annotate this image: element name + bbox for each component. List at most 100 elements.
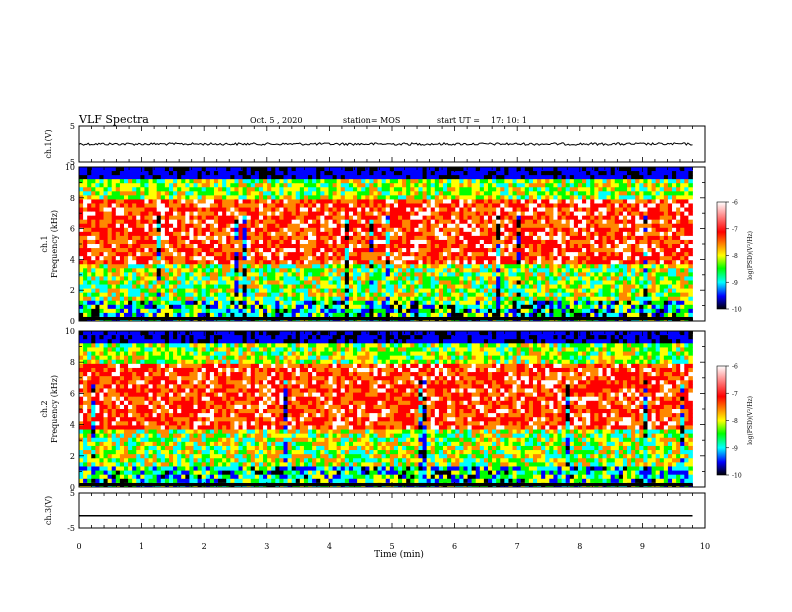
spectrogram-cell	[447, 203, 452, 208]
spectrogram-cell	[361, 183, 366, 188]
spectrogram-cell	[483, 292, 489, 298]
spectrogram-cell	[316, 308, 321, 314]
spectrogram-cell	[381, 211, 387, 217]
spectrogram-cell	[181, 308, 186, 314]
spectrogram-cell	[177, 272, 182, 277]
spectrogram-cell	[504, 231, 509, 237]
spectrogram-cell	[115, 312, 121, 318]
spectrogram-cell	[393, 248, 399, 253]
spectrogram-cell	[516, 296, 522, 302]
spectrogram-cell	[160, 199, 166, 204]
spectrogram-cell	[398, 284, 403, 289]
spectrogram-cell	[242, 167, 248, 172]
spectrogram-cell	[361, 312, 366, 318]
spectrogram-cell	[201, 215, 207, 221]
spectrogram-cell	[443, 280, 448, 285]
spectrogram-cell	[222, 191, 227, 196]
spectrogram-cell	[381, 280, 387, 285]
spectrogram-cell	[582, 195, 587, 200]
spectrogram-cell	[467, 195, 473, 200]
spectrogram-cell	[205, 304, 211, 310]
spectrogram-cell	[475, 272, 481, 277]
spectrogram-cell	[447, 284, 452, 289]
spectrogram-cell	[471, 227, 477, 233]
spectrogram-cell	[201, 260, 207, 265]
spectrogram-cell	[324, 179, 329, 184]
spectrogram-cell	[582, 304, 587, 310]
spectrogram-cell	[459, 195, 464, 200]
start-label: start UT =	[437, 116, 480, 125]
spectrogram-cell	[577, 235, 583, 241]
spectrogram-cell	[377, 296, 383, 302]
spectrogram-cell	[258, 292, 264, 298]
spectrogram-cell	[434, 264, 440, 269]
spectrogram-cell	[308, 195, 313, 200]
spectrogram-cell	[254, 292, 260, 298]
spectrogram-cell	[230, 264, 235, 269]
spectrogram-cell	[197, 312, 203, 318]
spectrogram-cell	[316, 244, 321, 249]
spectrogram-cell	[565, 199, 571, 204]
spectrogram-cell	[467, 272, 473, 277]
spectrogram-cell	[283, 219, 288, 225]
spectrogram-cell	[463, 199, 468, 204]
spectrogram-cell	[193, 195, 199, 200]
spectrogram-cell	[316, 280, 321, 285]
spectrogram-cell	[365, 296, 370, 302]
spectrogram-cell	[418, 276, 423, 281]
spectrogram-cell	[414, 219, 419, 225]
spectrogram-cell	[324, 244, 329, 249]
spectrogram-cell	[393, 187, 399, 192]
spectrogram-cell	[226, 260, 231, 265]
spectrogram-cell	[447, 227, 452, 233]
spectrogram-cell	[136, 288, 141, 294]
spectrogram-cell	[332, 252, 338, 257]
spectrogram-cell	[586, 292, 591, 298]
spectrogram-cell	[181, 215, 186, 221]
spectrogram-cell	[402, 280, 407, 285]
spectrogram-cell	[279, 268, 284, 273]
spectrogram-cell	[312, 244, 317, 249]
spectrogram-cell	[483, 272, 489, 277]
spectrogram-cell	[283, 203, 288, 208]
spectrogram-cell	[136, 284, 141, 289]
spectrogram-cell	[250, 195, 256, 200]
spectrogram-cell	[87, 239, 92, 245]
spectrogram-cell	[393, 175, 399, 180]
spectrogram-cell	[91, 300, 96, 306]
spectrogram-cell	[496, 195, 501, 200]
spectrogram-cell	[197, 231, 203, 237]
spectrogram-cell	[230, 179, 235, 184]
spectrogram-cell	[103, 280, 109, 285]
spectrogram-cell	[365, 235, 370, 241]
spectrogram-cell	[487, 187, 493, 192]
spectrogram-cell	[532, 264, 538, 269]
spectrogram-cell	[438, 207, 444, 212]
spectrogram-cell	[569, 296, 575, 302]
spectrogram-cell	[353, 187, 358, 192]
spectrogram-cell	[549, 292, 554, 298]
spectrogram-cell	[316, 256, 321, 261]
spectrogram-cell	[414, 239, 419, 245]
spectrogram-cell	[389, 175, 395, 180]
spectrogram-cell	[561, 272, 567, 277]
spectrogram-cell	[107, 252, 113, 257]
spectrogram-cell	[254, 260, 260, 265]
spectrogram-cell	[471, 284, 477, 289]
spectrogram-cell	[83, 239, 88, 245]
spectrogram-cell	[430, 268, 436, 273]
spectrogram-cell	[119, 171, 125, 176]
spectrogram-cell	[213, 239, 219, 245]
spectrogram-cell	[213, 252, 219, 257]
spectrogram-cell	[357, 187, 362, 192]
spectrogram-cell	[389, 280, 395, 285]
spectrogram-cell	[377, 195, 383, 200]
spectrogram-cell	[357, 272, 362, 277]
spectrogram-cell	[512, 284, 518, 289]
spectrogram-cell	[291, 268, 297, 273]
spectrogram-cell	[393, 284, 399, 289]
spectrogram-cell	[336, 183, 342, 188]
spectrogram-cell	[185, 272, 190, 277]
spectrogram-cell	[115, 256, 121, 261]
spectrogram-cell	[373, 288, 378, 294]
